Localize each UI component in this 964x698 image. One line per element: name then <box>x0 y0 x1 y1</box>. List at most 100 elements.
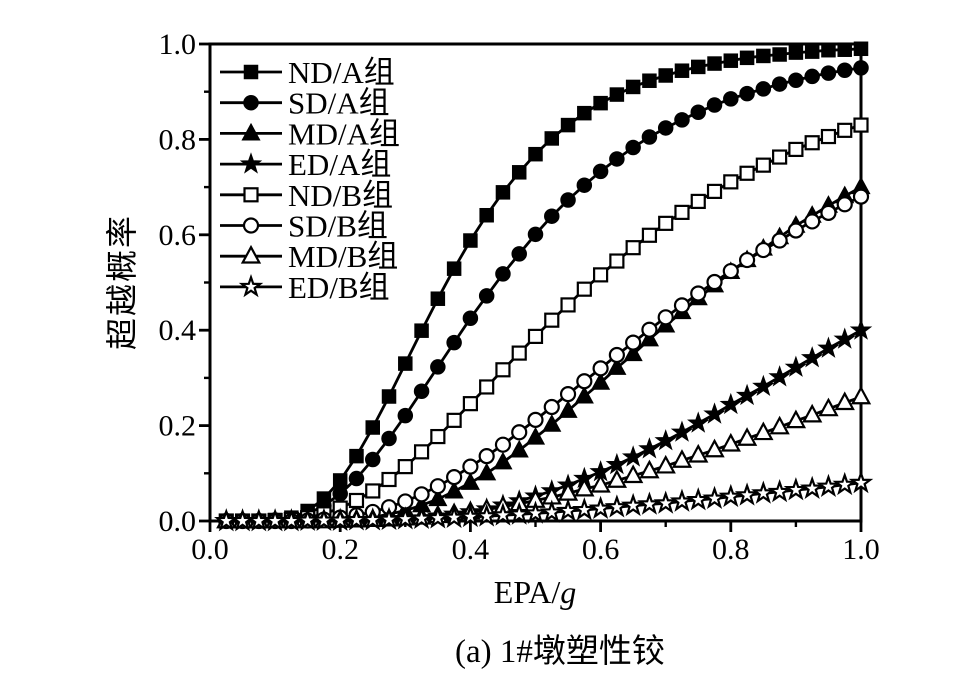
series-marker-ND/B组 <box>755 157 771 173</box>
series-marker-ED/B组 <box>783 477 809 501</box>
series-marker-SD/B组 <box>722 262 739 280</box>
series-marker-SD/B组 <box>462 458 479 475</box>
series-marker-ND/A组 <box>756 48 771 64</box>
series-marker-ND/A组 <box>821 42 836 58</box>
series-marker-MD/B组 <box>834 391 855 411</box>
series-marker-ND/A组 <box>446 261 462 276</box>
series-marker-ND/A组 <box>739 50 755 66</box>
series-marker-ND/B组 <box>625 240 641 256</box>
series-marker-ED/B组 <box>637 491 662 515</box>
series-marker-ND/A组 <box>381 389 397 404</box>
series-marker-ED/B组 <box>832 471 857 496</box>
series-marker-SD/A组 <box>544 208 560 224</box>
series-marker-SD/A组 <box>478 288 495 304</box>
series-marker-MD/B组 <box>671 449 693 468</box>
series-marker-ND/A组 <box>430 291 446 306</box>
series-marker-SD/A组 <box>430 359 446 375</box>
legend-label-SD/A组: SD/A组 <box>288 86 390 121</box>
series-marker-SD/A组 <box>836 62 853 78</box>
series-marker-ND/B组 <box>592 267 609 283</box>
series-marker-SD/A组 <box>365 451 381 468</box>
legend-label-MD/B组: MD/B组 <box>288 239 398 274</box>
series-marker-SD/A组 <box>739 85 755 102</box>
series-marker-ED/B组 <box>669 488 695 512</box>
series-marker-MD/A组 <box>525 426 546 445</box>
x-tick-label: 0.0 <box>191 533 229 566</box>
series-marker-MD/A组 <box>444 480 464 499</box>
series-marker-ND/B组 <box>365 483 381 499</box>
series-marker-MD/B组 <box>785 409 807 429</box>
series-marker-MD/B组 <box>850 385 872 405</box>
series-marker-SD/A组 <box>462 310 479 327</box>
series-marker-ED/B组 <box>588 495 613 519</box>
series-marker-ND/A组 <box>479 207 494 223</box>
series-marker-ND/A组 <box>837 42 852 57</box>
x-tick-label: 0.6 <box>582 533 620 566</box>
series-marker-ED/A组 <box>800 346 824 368</box>
series-marker-SD/A组 <box>820 65 837 81</box>
series-marker-ED/B组 <box>686 487 711 511</box>
series-marker-ND/A组 <box>707 56 722 71</box>
series-marker-SD/B组 <box>494 436 512 453</box>
series-marker-SD/A组 <box>446 334 462 351</box>
series-marker-ND/B组 <box>853 117 869 133</box>
x-axis-label-italic: g <box>560 574 577 610</box>
series-marker-ND/B组 <box>690 193 706 210</box>
x-tick-label: 0.4 <box>452 533 490 566</box>
legend-marker-ND/A组 <box>243 64 259 80</box>
series-marker-ED/B组 <box>620 492 646 517</box>
series-marker-SD/B组 <box>820 204 837 221</box>
series-marker-ND/B组 <box>772 149 788 165</box>
series-marker-ND/A组 <box>495 185 511 200</box>
series-marker-ND/A组 <box>853 41 869 57</box>
y-tick-label: 0.6 <box>159 219 197 252</box>
series-marker-SD/A组 <box>495 266 511 282</box>
series-marker-ED/A组 <box>833 327 856 349</box>
series-marker-MD/A组 <box>477 462 497 481</box>
series-marker-SD/A组 <box>853 60 869 76</box>
series-marker-ED/A组 <box>605 452 629 475</box>
y-axis-label: 超越概率 <box>104 214 140 351</box>
series-marker-ND/B组 <box>446 412 462 428</box>
series-marker-SD/A组 <box>706 97 723 113</box>
series-marker-ED/B组 <box>751 480 776 504</box>
series-marker-MD/B组 <box>802 403 823 423</box>
series-marker-MD/A组 <box>542 414 562 432</box>
series-marker-ND/B组 <box>706 183 723 199</box>
series-marker-SD/A组 <box>641 129 658 145</box>
series-marker-SD/B组 <box>787 222 805 239</box>
legend-marker-MD/B组 <box>240 244 262 264</box>
series-marker-ND/A组 <box>625 79 641 95</box>
series-marker-ND/B组 <box>495 362 511 378</box>
series-marker-SD/A组 <box>788 72 804 89</box>
y-tick-label: 0.2 <box>159 410 197 443</box>
series-marker-ND/B组 <box>397 459 413 475</box>
series-marker-MD/B组 <box>818 397 839 417</box>
series-marker-SD/A组 <box>332 486 348 502</box>
series-marker-ND/B组 <box>674 204 690 220</box>
series-marker-ND/B组 <box>479 379 495 395</box>
series-marker-MD/A组 <box>607 357 627 375</box>
series-marker-ED/A组 <box>849 318 873 340</box>
series-marker-ND/A组 <box>593 95 608 111</box>
series-marker-SD/B组 <box>446 469 463 486</box>
series-marker-SD/B组 <box>559 386 577 403</box>
y-tick-label: 0.0 <box>159 505 197 538</box>
series-marker-ND/B组 <box>511 345 527 361</box>
legend-marker-SD/B组 <box>242 217 260 234</box>
y-tick-label: 0.4 <box>159 314 197 347</box>
series-marker-ED/A组 <box>784 355 808 377</box>
series-marker-ED/B组 <box>767 479 792 503</box>
series-marker-SD/A组 <box>723 91 739 107</box>
series-marker-ED/B组 <box>572 497 597 521</box>
series-marker-SD/A组 <box>413 383 430 400</box>
series-marker-SD/A组 <box>609 151 625 167</box>
y-tick-label: 1.0 <box>159 28 197 61</box>
legend-label-ND/B组: ND/B组 <box>288 178 393 213</box>
series-marker-ED/B组 <box>799 475 825 499</box>
legend-label-MD/A组: MD/A组 <box>288 116 400 151</box>
series-marker-ND/B组 <box>609 253 625 269</box>
x-axis-label: EPA/g <box>210 574 860 611</box>
series-marker-ED/A组 <box>768 365 791 387</box>
series-marker-ED/A组 <box>687 411 710 433</box>
